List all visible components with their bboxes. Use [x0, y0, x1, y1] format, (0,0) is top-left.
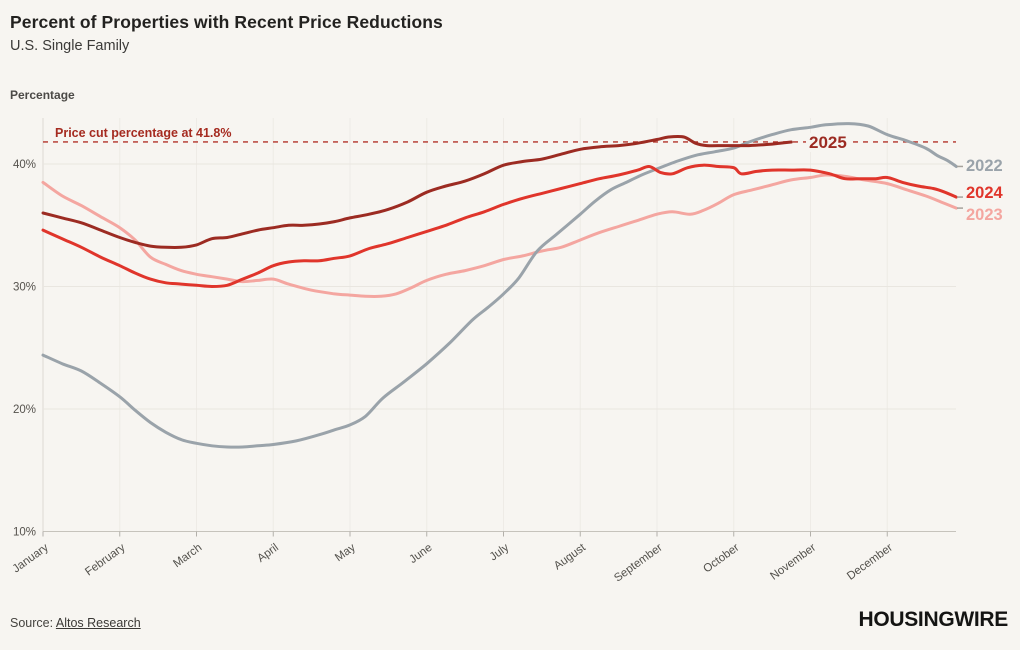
- housingwire-logo: HOUSINGWIRE: [858, 608, 1008, 631]
- annotation-label: Price cut percentage at 41.8%: [55, 126, 232, 140]
- svg-text:May: May: [333, 542, 358, 565]
- source-link[interactable]: Altos Research: [55, 616, 141, 630]
- page-subtitle: U.S. Single Family: [10, 38, 130, 54]
- svg-text:June: June: [407, 542, 434, 566]
- svg-text:40%: 40%: [13, 159, 36, 171]
- svg-text:August: August: [552, 541, 589, 572]
- svg-text:October: October: [701, 542, 741, 576]
- svg-text:January: January: [11, 542, 51, 576]
- source-prefix: Source:: [10, 616, 54, 630]
- svg-text:10%: 10%: [13, 527, 36, 539]
- series-label-2023: 2023: [966, 206, 1003, 224]
- series-label-2024: 2024: [966, 184, 1003, 202]
- y-axis-title: Percentage: [10, 88, 75, 102]
- svg-text:20%: 20%: [13, 404, 36, 416]
- page-title: Percent of Properties with Recent Price …: [10, 12, 443, 32]
- svg-text:March: March: [171, 542, 204, 570]
- series-label-2025: 2025: [806, 133, 850, 152]
- svg-text:November: November: [768, 542, 818, 583]
- svg-text:September: September: [612, 542, 665, 585]
- svg-text:July: July: [488, 542, 512, 564]
- svg-text:February: February: [83, 542, 127, 579]
- svg-text:December: December: [845, 542, 895, 583]
- series-label-2022: 2022: [966, 157, 1003, 175]
- svg-text:30%: 30%: [13, 282, 36, 294]
- source-line: Source: Altos Research: [10, 616, 141, 630]
- svg-text:April: April: [255, 542, 281, 565]
